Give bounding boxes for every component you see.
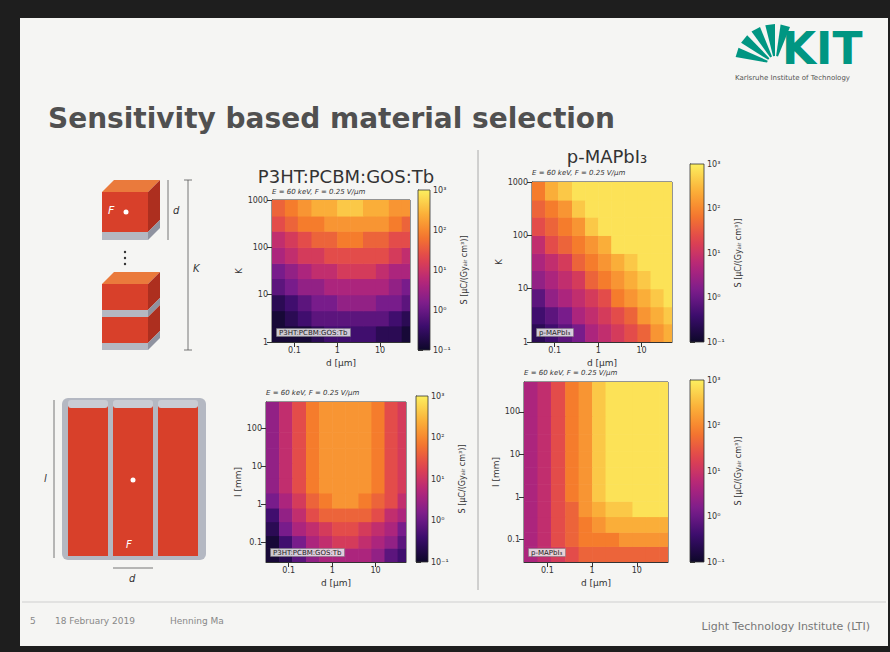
svg-text:KIT: KIT	[782, 23, 862, 74]
svg-text:10⁻¹: 10⁻¹	[433, 346, 451, 355]
svg-text:0.1: 0.1	[548, 346, 561, 355]
svg-text:10¹: 10¹	[707, 467, 720, 476]
svg-text:d: d	[173, 205, 180, 216]
svg-text:d [μm]: d [μm]	[321, 578, 351, 588]
svg-text:Sensitivity based material sel: Sensitivity based material selection	[48, 102, 615, 135]
svg-text:10: 10	[518, 284, 528, 293]
svg-text:10: 10	[371, 566, 381, 575]
svg-text:10⁰: 10⁰	[433, 306, 446, 315]
svg-text:p-MAPbI₃: p-MAPbI₃	[567, 146, 648, 167]
svg-text:F: F	[108, 204, 115, 217]
svg-text:S [μC/(Gyₐᵢᵣ cm³)]: S [μC/(Gyₐᵢᵣ cm³)]	[460, 236, 469, 305]
svg-text:1: 1	[515, 493, 520, 502]
svg-text:10¹: 10¹	[431, 475, 444, 484]
svg-text:p-MAPbI₃: p-MAPbI₃	[539, 329, 571, 337]
svg-text:d [μm]: d [μm]	[326, 358, 356, 368]
svg-text:100: 100	[513, 231, 528, 240]
svg-text:10²: 10²	[433, 226, 446, 235]
svg-text:1: 1	[330, 566, 335, 575]
svg-text:1000: 1000	[508, 178, 528, 187]
svg-text:10³: 10³	[707, 376, 720, 385]
svg-text:1: 1	[523, 338, 528, 347]
svg-text:K: K	[234, 267, 244, 274]
svg-text:5: 5	[30, 616, 36, 626]
svg-text:10⁻¹: 10⁻¹	[707, 558, 725, 567]
svg-text:p-MAPbI₃: p-MAPbI₃	[531, 549, 563, 557]
svg-text:S [μC/(Gyₐᵢᵣ cm³)]: S [μC/(Gyₐᵢᵣ cm³)]	[458, 445, 467, 514]
svg-text:0.1: 0.1	[249, 538, 262, 547]
svg-text:10⁰: 10⁰	[431, 516, 444, 525]
svg-text:100: 100	[505, 407, 520, 416]
svg-text:E = 60 keV, F = 0.25 V/μm: E = 60 keV, F = 0.25 V/μm	[532, 169, 625, 177]
svg-text:10³: 10³	[433, 186, 446, 195]
svg-text:10²: 10²	[707, 421, 720, 430]
svg-text:10: 10	[510, 450, 520, 459]
svg-text:0.1: 0.1	[288, 346, 301, 355]
svg-text:10³: 10³	[431, 392, 444, 401]
svg-text:10²: 10²	[431, 433, 444, 442]
svg-text:10: 10	[252, 462, 262, 471]
svg-text:100: 100	[247, 424, 262, 433]
svg-text:0.1: 0.1	[507, 535, 520, 544]
svg-text:100: 100	[253, 243, 268, 252]
svg-text:10¹: 10¹	[433, 266, 446, 275]
svg-text:0.1: 0.1	[282, 566, 295, 575]
svg-text:d [μm]: d [μm]	[581, 578, 611, 588]
svg-text:F: F	[126, 539, 132, 550]
svg-text:E = 60 keV, F = 0.25 V/μm: E = 60 keV, F = 0.25 V/μm	[272, 188, 365, 196]
svg-text:E = 60 keV, F = 0.25 V/μm: E = 60 keV, F = 0.25 V/μm	[524, 369, 617, 377]
svg-text:P3HT:PCBM:GOS:Tb: P3HT:PCBM:GOS:Tb	[258, 166, 434, 187]
svg-text:10: 10	[375, 346, 385, 355]
svg-text:S [μC/(Gyₐᵢᵣ cm³)]: S [μC/(Gyₐᵢᵣ cm³)]	[734, 437, 743, 506]
svg-text:10⁰: 10⁰	[707, 293, 720, 302]
svg-text:d: d	[129, 573, 136, 584]
svg-text:10⁻¹: 10⁻¹	[431, 558, 449, 567]
svg-text:K: K	[193, 263, 201, 274]
svg-text:l [mm]: l [mm]	[491, 457, 501, 487]
svg-text:Light Technology Institute (LT: Light Technology Institute (LTI)	[702, 620, 870, 633]
svg-text:10: 10	[632, 566, 642, 575]
svg-text:1: 1	[263, 338, 268, 347]
svg-text:10²: 10²	[707, 204, 720, 213]
svg-text:l: l	[44, 473, 47, 484]
svg-text:10⁰: 10⁰	[707, 512, 720, 521]
svg-text:P3HT:PCBM:GOS:Tb: P3HT:PCBM:GOS:Tb	[273, 549, 342, 557]
svg-text:1: 1	[590, 566, 595, 575]
svg-text:10: 10	[258, 290, 268, 299]
svg-text:10¹: 10¹	[707, 249, 720, 258]
svg-text:K: K	[494, 258, 504, 265]
svg-text:10³: 10³	[707, 160, 720, 169]
svg-text:0.1: 0.1	[541, 566, 554, 575]
svg-text:P3HT:PCBM:GOS:Tb: P3HT:PCBM:GOS:Tb	[279, 329, 348, 337]
svg-text:1: 1	[257, 500, 262, 509]
svg-text:10: 10	[637, 346, 647, 355]
svg-text:d [μm]: d [μm]	[587, 358, 617, 368]
svg-text:l [mm]: l [mm]	[233, 467, 243, 497]
svg-text:S [μC/(Gyₐᵢᵣ cm³)]: S [μC/(Gyₐᵢᵣ cm³)]	[734, 219, 743, 288]
svg-text:1: 1	[596, 346, 601, 355]
svg-text:Henning Ma: Henning Ma	[170, 616, 224, 626]
svg-text:1: 1	[335, 346, 340, 355]
svg-text:1000: 1000	[248, 196, 268, 205]
svg-text:E = 60 keV, F = 0.25 V/μm: E = 60 keV, F = 0.25 V/μm	[266, 389, 359, 397]
svg-text:18 February 2019: 18 February 2019	[55, 616, 135, 626]
svg-text:10⁻¹: 10⁻¹	[707, 338, 725, 347]
svg-text:Karlsruhe Institute of Technol: Karlsruhe Institute of Technology	[735, 74, 850, 82]
